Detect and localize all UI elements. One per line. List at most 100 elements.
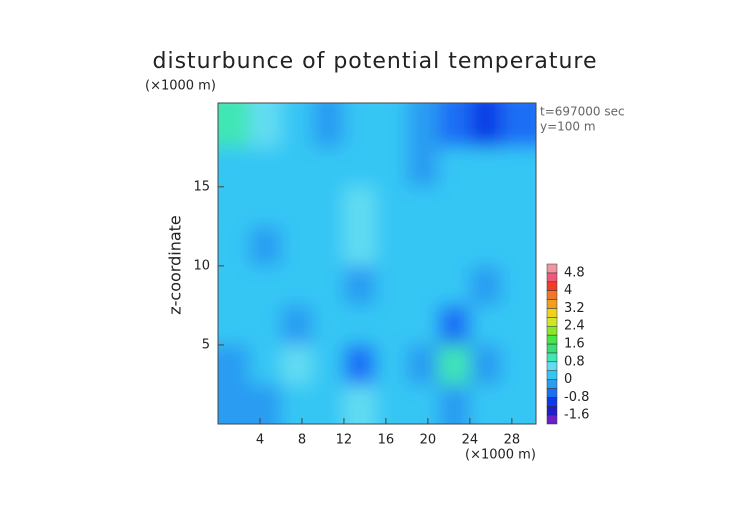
field-cell xyxy=(438,226,470,266)
x-tick-label: 16 xyxy=(378,433,395,448)
colorbar-box xyxy=(546,299,558,309)
field-cell xyxy=(280,384,313,424)
field-cell xyxy=(343,305,376,345)
field-cell xyxy=(312,265,344,306)
colorbar-box xyxy=(546,343,558,354)
x-tick-label: 24 xyxy=(462,433,479,448)
field-cell xyxy=(375,265,407,306)
field-cell xyxy=(280,265,313,306)
field-cell xyxy=(406,344,439,385)
field-cell xyxy=(469,226,502,266)
field-cell xyxy=(218,384,250,424)
colorbar-label: 0 xyxy=(564,372,572,387)
colorbar-label: 1.6 xyxy=(564,337,585,352)
field-cell xyxy=(343,344,376,385)
field-cell xyxy=(469,384,502,424)
x-tick-label: 8 xyxy=(298,433,306,448)
field-cell xyxy=(501,226,536,266)
field-cell xyxy=(438,265,470,306)
colorbar-box xyxy=(546,370,558,380)
field-cell xyxy=(438,305,470,345)
chart-title: disturbunce of potential temperature xyxy=(153,49,598,74)
field-cell xyxy=(280,147,313,187)
x-tick-label: 12 xyxy=(336,433,353,448)
y-tick-label: 10 xyxy=(193,258,210,273)
field-cell xyxy=(280,305,313,345)
annotation: y=100 m xyxy=(540,120,596,134)
field-cell xyxy=(249,344,281,385)
field-cell xyxy=(501,384,536,424)
field-cell xyxy=(438,344,470,385)
field-cell xyxy=(343,147,376,187)
colorbar-box xyxy=(546,290,558,300)
field-cell xyxy=(343,265,376,306)
field-cell xyxy=(469,305,502,345)
field-cell xyxy=(469,103,502,148)
colorbar-box xyxy=(546,352,558,363)
field-cell xyxy=(406,265,439,306)
field-cell xyxy=(406,186,439,227)
colorbar-label: 4.8 xyxy=(564,265,585,280)
field-cell xyxy=(312,344,344,385)
colorbar-box xyxy=(546,325,558,336)
x-tick-label: 20 xyxy=(420,433,437,448)
colorbar-box xyxy=(546,379,558,389)
colorbar-label: 4 xyxy=(564,283,572,298)
field-cell xyxy=(343,226,376,266)
field-cell xyxy=(406,226,439,266)
field-cell xyxy=(469,265,502,306)
field-cell xyxy=(375,147,407,187)
field-cell xyxy=(375,226,407,266)
field-cell xyxy=(375,344,407,385)
field-cell xyxy=(249,226,281,266)
colorbar-box xyxy=(546,272,558,283)
field-cell xyxy=(312,384,344,424)
field-cell xyxy=(343,384,376,424)
field-cell xyxy=(312,305,344,345)
field-cell xyxy=(218,186,250,227)
x-tick-label: 4 xyxy=(256,433,264,448)
field-cell xyxy=(280,344,313,385)
field-cell xyxy=(375,103,407,148)
colorbar-label: 0.8 xyxy=(564,354,585,369)
field-cell xyxy=(249,103,281,148)
colorbar-box xyxy=(546,317,558,327)
field-cell xyxy=(249,265,281,306)
field-cell xyxy=(375,186,407,227)
colorbar-box xyxy=(546,414,558,425)
field-cell xyxy=(218,103,250,148)
field-cell xyxy=(375,305,407,345)
colorbar-box xyxy=(546,388,558,398)
colorbar-label: -0.8 xyxy=(564,390,589,405)
field-cell xyxy=(501,305,536,345)
field-cell xyxy=(406,305,439,345)
field-cell xyxy=(406,384,439,424)
field-cell xyxy=(501,344,536,385)
field-cell xyxy=(343,186,376,227)
colorbar-box xyxy=(546,361,558,371)
field-cell xyxy=(501,265,536,306)
field-cell xyxy=(249,305,281,345)
field-cell xyxy=(249,147,281,187)
field-cell xyxy=(438,384,470,424)
field-cell xyxy=(501,186,536,227)
colorbar-box xyxy=(546,281,558,291)
field-cell xyxy=(501,103,536,148)
field-cell xyxy=(312,226,344,266)
colorbar-box xyxy=(546,397,558,407)
field-cells xyxy=(218,103,536,424)
field-cell xyxy=(438,147,470,187)
colorbar-box xyxy=(546,263,558,274)
colorbar-label: 2.4 xyxy=(564,319,585,334)
field-cell xyxy=(218,344,250,385)
colorbar-label: -1.6 xyxy=(564,408,589,423)
field-cell xyxy=(469,344,502,385)
plot-frame xyxy=(217,102,537,425)
y-unit: (×1000 m) xyxy=(145,79,216,94)
field-cell xyxy=(249,186,281,227)
field-cell xyxy=(312,186,344,227)
y-tick-label: 5 xyxy=(202,337,210,352)
x-unit: (×1000 m) xyxy=(465,448,536,463)
y-tick-label: 15 xyxy=(193,179,210,194)
